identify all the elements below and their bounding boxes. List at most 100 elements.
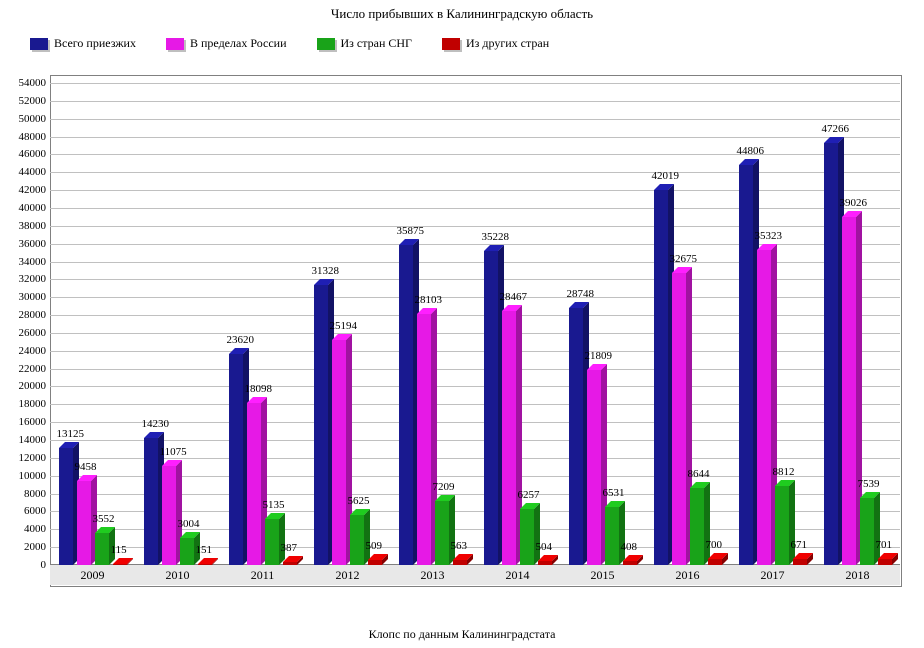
y-tick-label: 24000 [19, 345, 47, 357]
y-tick-label: 8000 [24, 488, 46, 500]
x-tick-label: 2010 [135, 568, 220, 583]
x-tick-label: 2014 [475, 568, 560, 583]
y-tick-label: 0 [41, 559, 47, 571]
bar-value-label: 11075 [160, 446, 187, 458]
legend-item: Всего приезжих [30, 36, 136, 51]
bar [569, 308, 583, 565]
y-tick-label: 30000 [19, 291, 47, 303]
bar [229, 354, 243, 565]
y-tick-label: 46000 [19, 148, 47, 160]
chart-subcaption: Клопс по данным Калининградстата [0, 627, 924, 642]
y-tick-label: 28000 [19, 309, 47, 321]
legend-label: Всего приезжих [54, 36, 136, 51]
bar-value-label: 35228 [482, 231, 510, 243]
bar-value-label: 115 [111, 544, 127, 556]
bar-value-label: 701 [876, 539, 893, 551]
bar [368, 560, 382, 565]
bar [350, 515, 364, 565]
bar [399, 245, 413, 565]
bar-value-label: 509 [366, 540, 383, 552]
bar-value-label: 13125 [57, 428, 85, 440]
bar-value-label: 671 [791, 539, 808, 551]
legend-item: Из других стран [442, 36, 549, 51]
bar-value-label: 151 [196, 544, 213, 556]
gridline [50, 172, 900, 173]
bar [739, 165, 753, 565]
bar-value-label: 32675 [670, 253, 698, 265]
y-tick-label: 14000 [19, 434, 47, 446]
bar [484, 251, 498, 565]
legend-item: Из стран СНГ [317, 36, 412, 51]
y-tick-label: 34000 [19, 256, 47, 268]
gridline [50, 101, 900, 102]
bar [708, 559, 722, 565]
bar [824, 143, 838, 565]
x-tick-label: 2013 [390, 568, 475, 583]
bar [435, 501, 449, 565]
gridline [50, 226, 900, 227]
y-tick-label: 48000 [19, 131, 47, 143]
bar-value-label: 39026 [840, 197, 868, 209]
bar [283, 562, 297, 565]
bar [878, 559, 892, 565]
y-tick-label: 52000 [19, 95, 47, 107]
legend: Всего приезжих В пределах России Из стран … [0, 22, 924, 57]
bar-value-label: 387 [281, 542, 298, 554]
bar-value-label: 5625 [348, 495, 370, 507]
bar-value-label: 14230 [142, 418, 170, 430]
bar-value-label: 47266 [822, 123, 850, 135]
bar [672, 273, 686, 565]
x-tick-label: 2009 [50, 568, 135, 583]
x-tick-label: 2018 [815, 568, 900, 583]
x-tick-label: 2017 [730, 568, 815, 583]
bar [144, 438, 158, 565]
y-tick-label: 54000 [19, 77, 47, 89]
gridline [50, 154, 900, 155]
legend-label: Из стран СНГ [341, 36, 412, 51]
y-tick-label: 4000 [24, 523, 46, 535]
bar-value-label: 563 [451, 540, 468, 552]
x-tick-label: 2015 [560, 568, 645, 583]
bar-value-label: 408 [621, 541, 638, 553]
bar-value-label: 6257 [518, 489, 540, 501]
y-tick-label: 42000 [19, 184, 47, 196]
bar [77, 481, 91, 565]
bar [198, 564, 212, 565]
bar [314, 285, 328, 565]
bar [180, 538, 194, 565]
plot-area: 0200040006000800010000120001400016000180… [50, 75, 900, 585]
legend-item: В пределах России [166, 36, 287, 51]
bar [247, 403, 261, 565]
bar [162, 466, 176, 565]
bar-value-label: 21809 [585, 350, 613, 362]
bar-value-label: 28467 [500, 291, 528, 303]
gridline [50, 190, 900, 191]
bar-value-label: 5135 [263, 499, 285, 511]
bar-value-label: 28103 [415, 294, 443, 306]
y-tick-label: 36000 [19, 238, 47, 250]
y-tick-label: 26000 [19, 327, 47, 339]
bar [775, 486, 789, 565]
bar [587, 370, 601, 565]
x-tick-label: 2012 [305, 568, 390, 583]
gridline [50, 208, 900, 209]
bar-value-label: 31328 [312, 265, 340, 277]
y-tick-label: 16000 [19, 416, 47, 428]
chart-title: Число прибывших в Калининградскую област… [0, 0, 924, 22]
bar [417, 314, 431, 565]
bar [265, 519, 279, 565]
bar [793, 559, 807, 565]
y-tick-label: 12000 [19, 452, 47, 464]
bar-value-label: 700 [706, 539, 723, 551]
x-tick-label: 2016 [645, 568, 730, 583]
bar-value-label: 8644 [688, 468, 710, 480]
y-tick-label: 20000 [19, 380, 47, 392]
y-tick-label: 44000 [19, 166, 47, 178]
bar-value-label: 18098 [245, 383, 273, 395]
bar [95, 533, 109, 565]
bar [520, 509, 534, 565]
gridline [50, 83, 900, 84]
bar-value-label: 25194 [330, 320, 358, 332]
gridline [50, 119, 900, 120]
x-tick-label: 2011 [220, 568, 305, 583]
